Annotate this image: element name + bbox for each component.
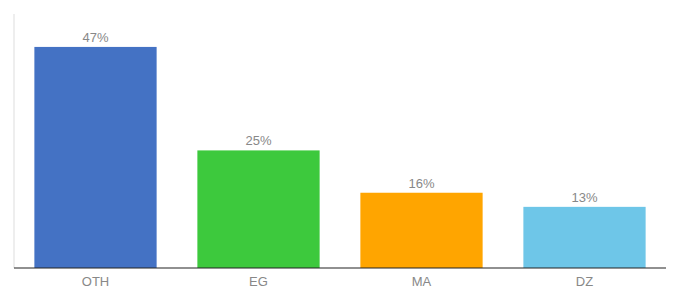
data-label: 16% [408,176,434,191]
x-tick-label: DZ [576,274,593,289]
bar [34,47,156,268]
x-tick-label: EG [249,274,268,289]
bar [197,150,319,268]
chart-container: 47% 25% 16% 13% OTH EG MA DZ [0,0,680,300]
x-axis-line [14,267,666,268]
bar [523,207,645,268]
bar [360,193,482,268]
x-tick-labels: OTH EG MA DZ [82,274,593,289]
data-labels: 47% 25% 16% 13% [82,30,597,205]
plot-area [34,47,645,268]
data-label: 47% [82,30,108,45]
data-label: 25% [245,133,271,148]
data-label: 13% [571,190,597,205]
y-axis-line [14,14,15,268]
x-tick-label: MA [412,274,432,289]
x-tick-label: OTH [82,274,109,289]
bars [34,47,645,268]
chart-svg: 47% 25% 16% 13% OTH EG MA DZ [0,0,680,300]
